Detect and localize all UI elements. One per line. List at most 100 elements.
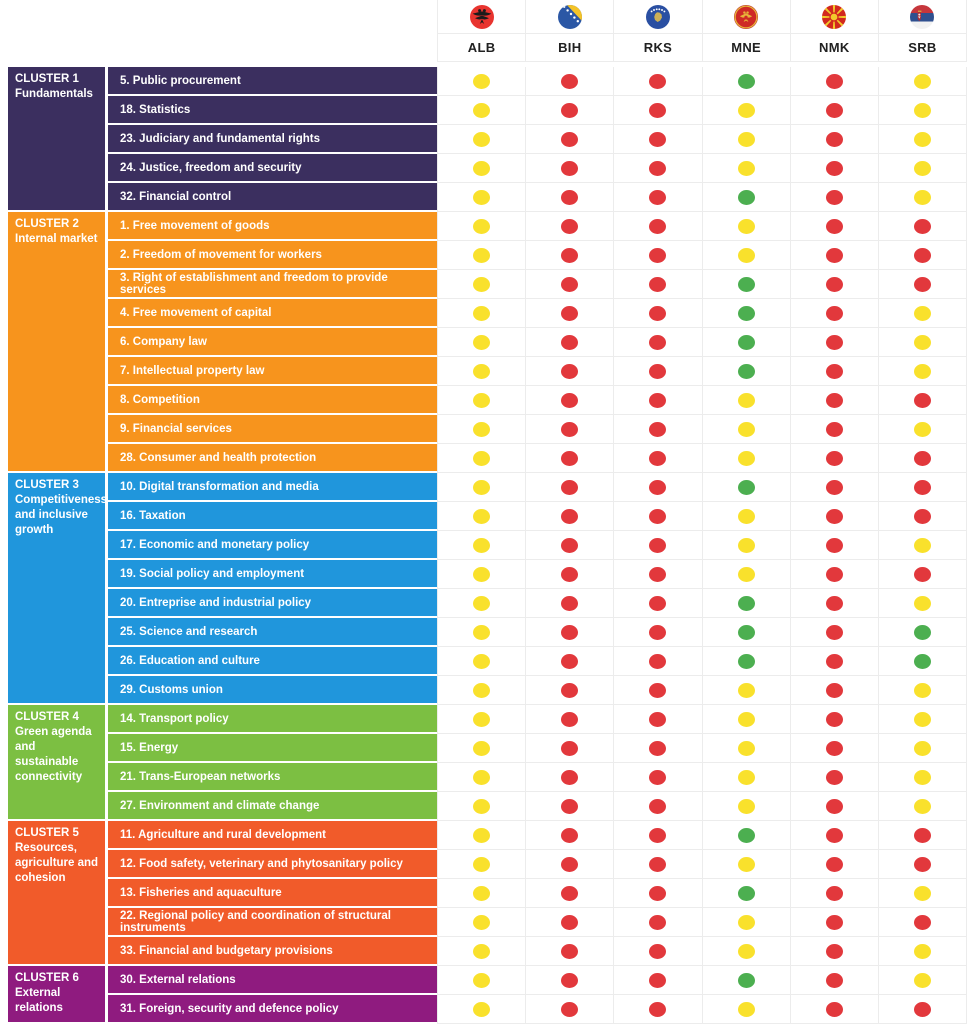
status-dot-red bbox=[825, 537, 843, 553]
status-cell-mne bbox=[701, 734, 790, 763]
status-cell-srb bbox=[877, 647, 967, 676]
status-dot-red bbox=[825, 798, 843, 814]
table-row: 27. Environment and climate change bbox=[108, 792, 967, 821]
status-cell-bih bbox=[525, 879, 614, 908]
table-row: 25. Science and research bbox=[108, 618, 967, 647]
status-dot-yellow bbox=[913, 305, 931, 321]
status-cell-nmk bbox=[789, 328, 878, 357]
status-cell-alb bbox=[437, 473, 526, 502]
status-dot-red bbox=[825, 769, 843, 785]
status-dot-green bbox=[737, 73, 755, 89]
status-cell-nmk bbox=[789, 357, 878, 386]
status-cell-rks bbox=[613, 676, 702, 705]
flag-cell-bih bbox=[525, 0, 614, 34]
status-cell-mne bbox=[701, 415, 790, 444]
status-dot-yellow bbox=[473, 276, 491, 292]
status-cell-mne bbox=[701, 589, 790, 618]
status-dot-red bbox=[825, 479, 843, 495]
flag-cell-mne bbox=[701, 0, 790, 34]
status-cell-mne bbox=[701, 241, 790, 270]
status-dot-red bbox=[825, 73, 843, 89]
status-cell-bih bbox=[525, 357, 614, 386]
status-dot-yellow bbox=[473, 537, 491, 553]
status-dot-red bbox=[913, 479, 931, 495]
cluster-number: CLUSTER 1 bbox=[15, 73, 79, 85]
status-dot-yellow bbox=[737, 740, 755, 756]
status-cell-srb bbox=[877, 995, 967, 1024]
status-dot-red bbox=[825, 711, 843, 727]
status-dot-red bbox=[825, 102, 843, 118]
status-cell-mne bbox=[701, 299, 790, 328]
status-cell-rks bbox=[613, 357, 702, 386]
status-cell-mne bbox=[701, 705, 790, 734]
status-dot-yellow bbox=[913, 189, 931, 205]
status-cell-bih bbox=[525, 705, 614, 734]
table-row: 15. Energy bbox=[108, 734, 967, 763]
chapter-title: 7. Intellectual property law bbox=[108, 357, 437, 384]
status-dot-red bbox=[561, 102, 579, 118]
status-cell-srb bbox=[877, 560, 967, 589]
status-cell-nmk bbox=[789, 995, 878, 1024]
status-dot-red bbox=[649, 1001, 667, 1017]
status-dot-yellow bbox=[473, 247, 491, 263]
status-cell-alb bbox=[437, 763, 526, 792]
status-dot-red bbox=[649, 450, 667, 466]
status-cell-srb bbox=[877, 705, 967, 734]
status-cell-nmk bbox=[789, 473, 878, 502]
status-dot-green bbox=[913, 624, 931, 640]
status-cell-alb bbox=[437, 937, 526, 966]
status-cell-bih bbox=[525, 995, 614, 1024]
status-cell-mne bbox=[701, 937, 790, 966]
status-cell-rks bbox=[613, 96, 702, 125]
status-cell-mne bbox=[701, 125, 790, 154]
status-dot-red bbox=[825, 653, 843, 669]
status-dot-yellow bbox=[913, 421, 931, 437]
status-dot-yellow bbox=[913, 711, 931, 727]
status-cell-mne bbox=[701, 67, 790, 96]
table-row: 19. Social policy and employment bbox=[108, 560, 967, 589]
status-dot-yellow bbox=[913, 595, 931, 611]
status-cell-nmk bbox=[789, 270, 878, 299]
status-dot-yellow bbox=[737, 247, 755, 263]
status-dot-yellow bbox=[737, 131, 755, 147]
status-cell-srb bbox=[877, 444, 967, 473]
status-cell-srb bbox=[877, 734, 967, 763]
status-dot-yellow bbox=[473, 943, 491, 959]
status-dot-red bbox=[913, 914, 931, 930]
header-spacer bbox=[0, 34, 437, 62]
status-dot-yellow bbox=[473, 827, 491, 843]
status-cell-srb bbox=[877, 357, 967, 386]
status-dot-yellow bbox=[737, 537, 755, 553]
status-dot-red bbox=[649, 189, 667, 205]
status-cell-srb bbox=[877, 792, 967, 821]
status-cell-srb bbox=[877, 299, 967, 328]
status-cell-bih bbox=[525, 270, 614, 299]
status-cell-bih bbox=[525, 444, 614, 473]
status-dot-red bbox=[913, 218, 931, 234]
status-cells bbox=[437, 850, 967, 879]
chapter-title: 26. Education and culture bbox=[108, 647, 437, 674]
status-dot-red bbox=[561, 711, 579, 727]
status-cells bbox=[437, 241, 967, 270]
status-cell-nmk bbox=[789, 734, 878, 763]
status-dot-red bbox=[913, 856, 931, 872]
status-cell-rks bbox=[613, 995, 702, 1024]
cluster-name: Internal market bbox=[15, 232, 98, 245]
table-row: 5. Public procurement bbox=[108, 67, 967, 96]
status-dot-red bbox=[825, 218, 843, 234]
status-cells bbox=[437, 444, 967, 473]
status-dot-yellow bbox=[913, 160, 931, 176]
status-dot-red bbox=[649, 885, 667, 901]
status-cell-mne bbox=[701, 328, 790, 357]
status-dot-red bbox=[825, 1001, 843, 1017]
status-cell-nmk bbox=[789, 183, 878, 212]
status-dot-red bbox=[561, 334, 579, 350]
status-cells bbox=[437, 386, 967, 415]
chapter-title: 29. Customs union bbox=[108, 676, 437, 703]
cluster-rows: 1. Free movement of goods 2. Freedom of m… bbox=[108, 212, 967, 473]
status-cell-bih bbox=[525, 792, 614, 821]
status-cell-alb bbox=[437, 96, 526, 125]
chapter-title: 18. Statistics bbox=[108, 96, 437, 123]
status-dot-red bbox=[561, 450, 579, 466]
status-cells bbox=[437, 676, 967, 705]
